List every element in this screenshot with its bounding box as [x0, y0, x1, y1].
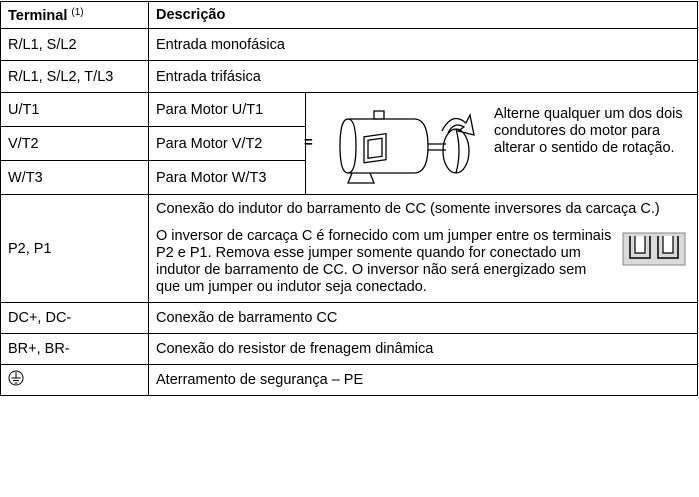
- header-cell: Descrição: [148, 1, 698, 29]
- row: DC+, DC- Conexão de barramento CC: [0, 302, 698, 334]
- terminal: [0, 364, 149, 396]
- ground-icon: [8, 370, 24, 386]
- jumper-icon: [622, 232, 686, 266]
- row: P2, P1 Conexão do indutor do barramento …: [0, 194, 698, 303]
- motor-figure-cell: = Alterne qualquer um dos dois condutore…: [304, 92, 698, 195]
- equals-sign: =: [304, 134, 313, 151]
- description: Para Motor V/T2: [148, 126, 306, 161]
- description: Conexão do indutor do barramento de CC (…: [148, 194, 698, 303]
- row: V/T2 Para Motor V/T2: [0, 126, 698, 161]
- paragraph: Conexão do indutor do barramento de CC (…: [156, 201, 660, 217]
- terminal: W/T3: [0, 160, 149, 195]
- header-terminal: Terminal: [8, 7, 68, 24]
- terminal: U/T1: [0, 92, 149, 127]
- row: W/T3 Para Motor W/T3: [0, 160, 698, 195]
- motor-icon: [339, 110, 475, 184]
- description: Para Motor W/T3: [148, 160, 306, 195]
- row: BR+, BR- Conexão do resistor de frenagem…: [0, 333, 698, 365]
- paragraph: O inversor de carcaça C é fornecido com …: [156, 228, 690, 296]
- paragraph-text: O inversor de carcaça C é fornecido com …: [156, 228, 612, 295]
- terminal: V/T2: [0, 126, 149, 161]
- terminal: P2, P1: [0, 194, 149, 303]
- header-row: Terminal (1) Descrição: [0, 1, 698, 29]
- terminal: R/L1, S/L2: [0, 28, 149, 61]
- description: Conexão de barramento CC: [148, 302, 698, 334]
- description: Conexão do resistor de frenagem dinâmica: [148, 333, 698, 365]
- motor-note: Alterne qualquer um dos dois condutores …: [494, 106, 683, 156]
- description: Entrada monofásica: [148, 28, 698, 61]
- terminal: R/L1, S/L2, T/L3: [0, 60, 149, 93]
- header-cell: Terminal (1): [0, 1, 149, 29]
- description: Entrada trifásica: [148, 60, 698, 93]
- description: Aterramento de segurança – PE: [148, 364, 698, 396]
- terminal: DC+, DC-: [0, 302, 149, 334]
- terminal: BR+, BR-: [0, 333, 149, 365]
- footnote-ref: (1): [71, 6, 84, 18]
- row: R/L1, S/L2, T/L3 Entrada trifásica: [0, 60, 698, 93]
- terminal-table: Terminal (1) Descrição R/L1, S/L2 Entrad…: [0, 1, 698, 396]
- row: R/L1, S/L2 Entrada monofásica: [0, 28, 698, 61]
- row: Aterramento de segurança – PE: [0, 364, 698, 396]
- row: U/T1 Para Motor U/T1 = Alterne qualqu: [0, 92, 698, 195]
- description: Para Motor U/T1: [148, 92, 306, 127]
